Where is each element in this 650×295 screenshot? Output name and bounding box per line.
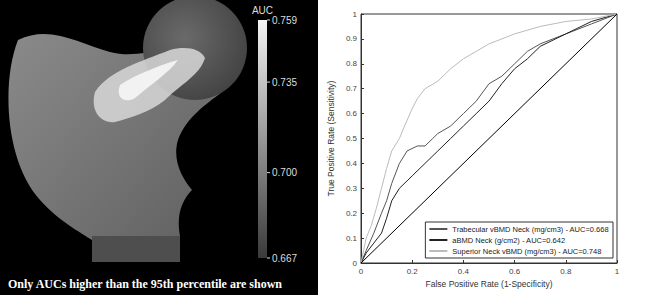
svg-text:1: 1 xyxy=(353,10,358,19)
svg-text:0: 0 xyxy=(359,267,364,276)
svg-text:Trabecular vBMD Neck (mg/cm3): Trabecular vBMD Neck (mg/cm3) - AUC=0.66… xyxy=(452,225,608,234)
svg-text:1: 1 xyxy=(615,267,620,276)
svg-text:Superior Neck vBMD (mg/cm3) -: Superior Neck vBMD (mg/cm3) - AUC=0.748 xyxy=(452,247,601,256)
svg-text:0.8: 0.8 xyxy=(346,59,358,68)
svg-text:aBMD Neck (g/cm2) - AUC=0.642: aBMD Neck (g/cm2) - AUC=0.642 xyxy=(452,236,565,245)
svg-text:0.2: 0.2 xyxy=(346,209,358,218)
svg-text:0.5: 0.5 xyxy=(346,134,358,143)
svg-text:Only AUCs higher than the 95th: Only AUCs higher than the 95th percentil… xyxy=(8,277,282,291)
svg-text:0.667: 0.667 xyxy=(272,253,297,264)
svg-text:0: 0 xyxy=(353,259,358,268)
svg-text:True Positive Rate (Sensitivit: True Positive Rate (Sensitivity) xyxy=(326,80,336,196)
svg-text:0.7: 0.7 xyxy=(346,84,358,93)
svg-text:0.8: 0.8 xyxy=(560,267,572,276)
svg-text:0.4: 0.4 xyxy=(458,267,470,276)
svg-text:False Positive Rate (1-Specifi: False Positive Rate (1-Specificity) xyxy=(425,279,552,289)
svg-text:0.6: 0.6 xyxy=(346,109,358,118)
svg-text:0.4: 0.4 xyxy=(346,159,358,168)
svg-text:0.2: 0.2 xyxy=(407,267,419,276)
svg-text:0.735: 0.735 xyxy=(272,77,297,88)
svg-text:0.9: 0.9 xyxy=(346,34,358,43)
svg-text:AUC: AUC xyxy=(252,5,273,16)
svg-text:0.3: 0.3 xyxy=(346,184,358,193)
svg-text:0.759: 0.759 xyxy=(272,15,297,26)
svg-text:0.1: 0.1 xyxy=(346,234,358,243)
svg-text:0.700: 0.700 xyxy=(272,167,297,178)
svg-text:0.6: 0.6 xyxy=(509,267,521,276)
